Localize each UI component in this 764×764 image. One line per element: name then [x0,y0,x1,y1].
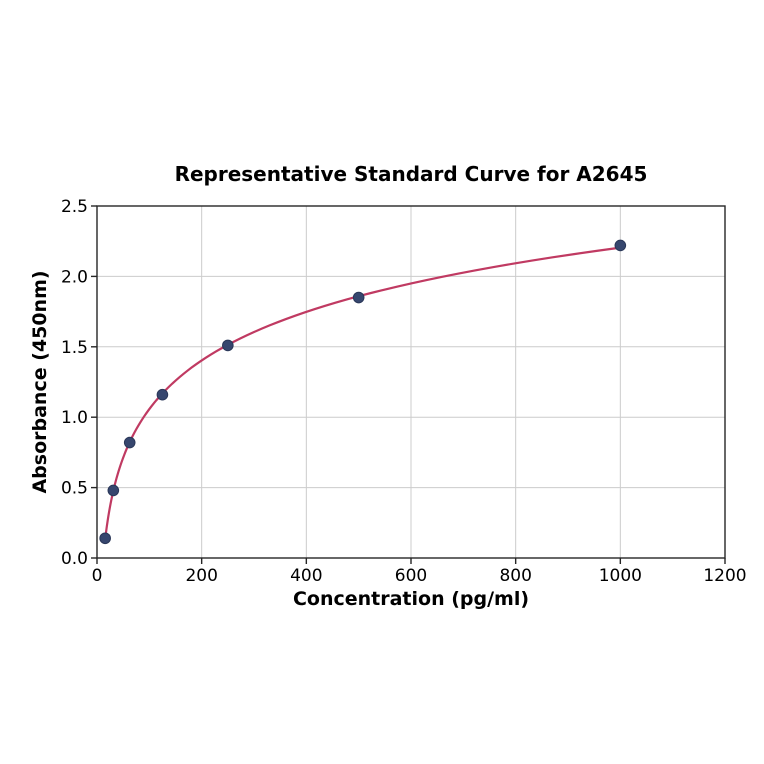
fit-curve [104,246,622,541]
x-tick-label: 800 [499,566,531,586]
axes-layer: 0 200 400 600 800 1000 1200 0.0 0.5 1.0 1.5 2.0 2.5 [61,197,747,586]
data-point [614,239,627,252]
data-point [156,388,169,401]
data-point [107,484,120,497]
y-axis-label: Absorbance (450nm) [29,270,51,493]
y-tick-label: 1.0 [61,408,88,428]
grid-layer [97,206,725,558]
x-tick-label: 200 [185,566,217,586]
y-tick-label: 2.0 [61,267,88,287]
data-point [99,532,111,545]
x-tick-label: 400 [290,566,322,586]
data-point [222,339,234,352]
chart-title: Representative Standard Curve for A2645 [175,162,648,186]
data-point [123,436,136,449]
x-tick-label: 0 [92,566,103,586]
y-tick-label: 1.5 [61,338,88,358]
y-tick-label: 0.0 [61,549,88,569]
data-point [352,291,365,304]
x-axis-label: Concentration (pg/ml) [293,588,529,610]
y-tick-label: 0.5 [61,479,88,499]
series-layer [99,239,627,545]
x-tick-label: 600 [395,566,427,586]
y-tick-label: 2.5 [61,197,88,217]
x-tick-label: 1200 [703,566,746,586]
x-tick-label: 1000 [599,566,642,586]
